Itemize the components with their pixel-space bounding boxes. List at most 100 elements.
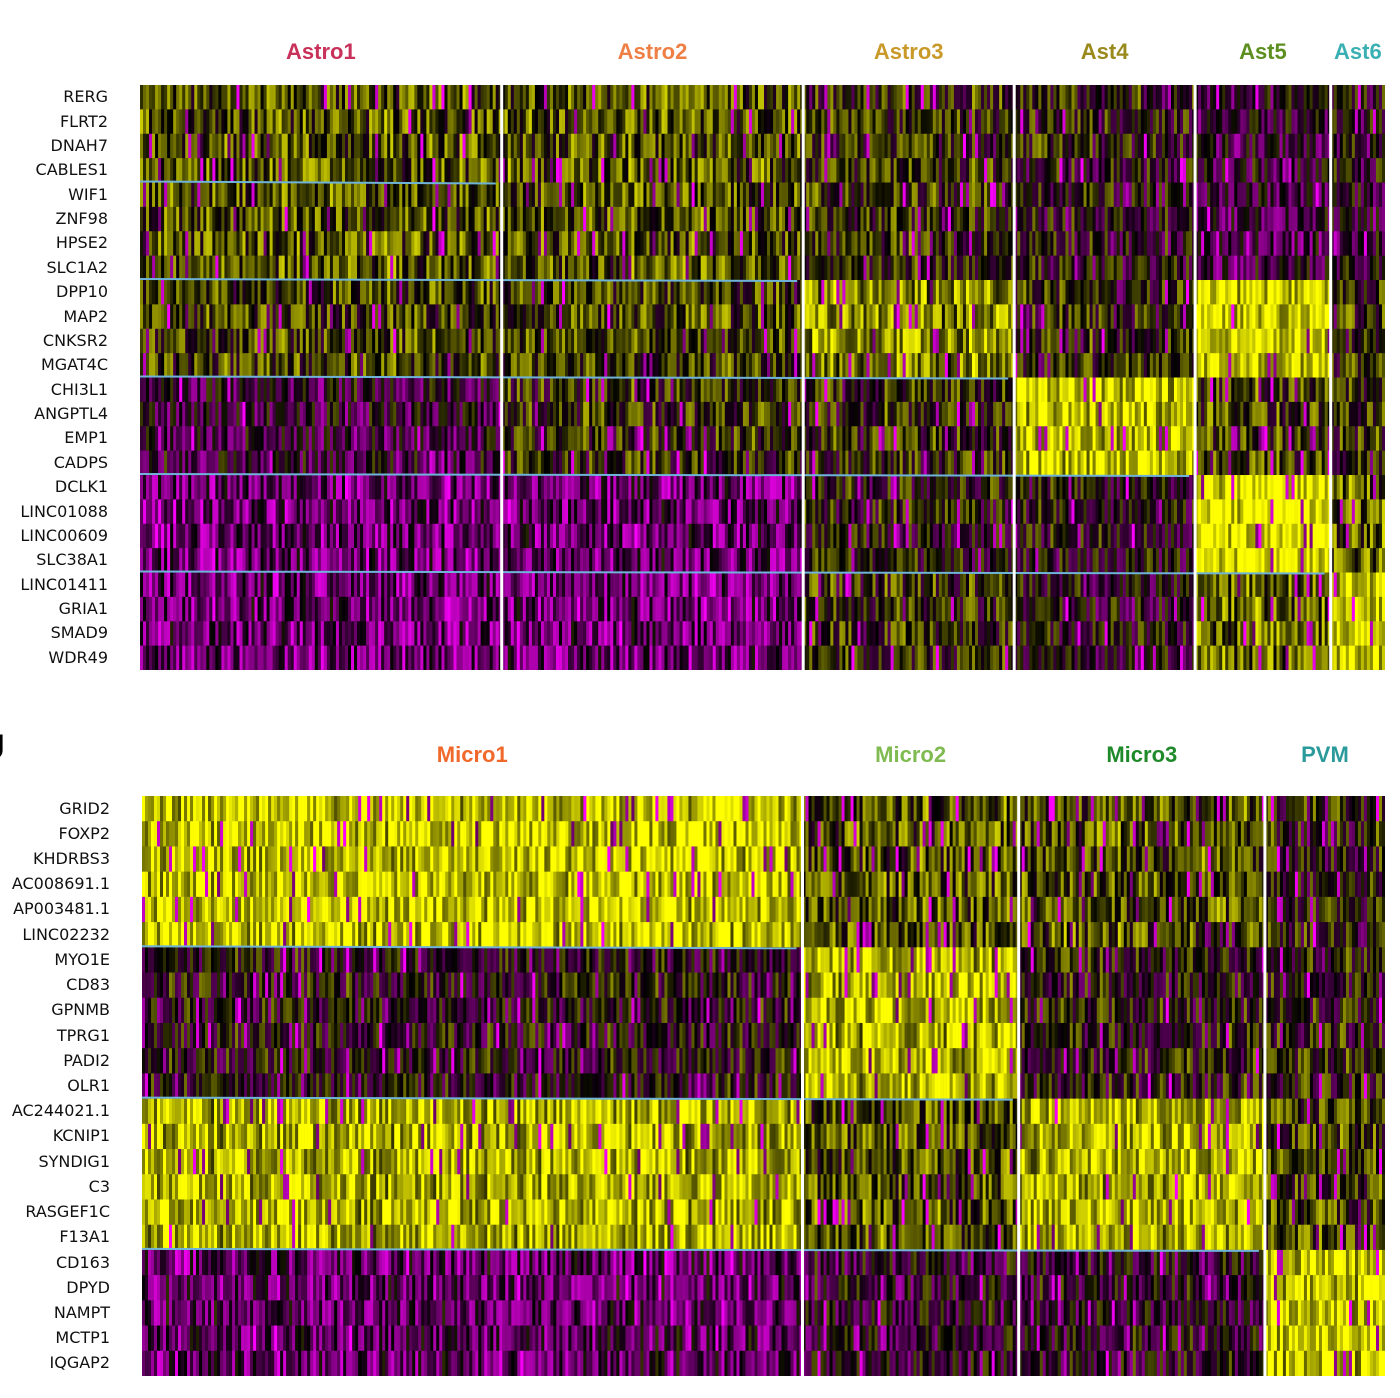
heatmap-cell [510, 255, 515, 281]
heatmap-cell [411, 548, 415, 573]
heatmap-cell [613, 523, 617, 549]
heatmap-cell [299, 133, 304, 159]
heatmap-cell [408, 109, 412, 135]
heatmap-cell [176, 450, 180, 476]
heatmap-cell [664, 109, 668, 135]
heatmap-cell [625, 328, 629, 354]
heatmap-cell [357, 548, 361, 573]
heatmap-cell [387, 304, 391, 330]
heatmap-cell [149, 328, 153, 354]
heatmap-cell [215, 401, 219, 427]
heatmap-cell [736, 426, 741, 451]
heatmap-cell [507, 304, 512, 330]
heatmap-cell [242, 304, 246, 330]
heatmap-cell [420, 596, 424, 622]
heatmap-cell [562, 328, 566, 354]
heatmap-cell [444, 523, 448, 549]
heatmap-cell [402, 548, 406, 573]
heatmap-cell [712, 304, 717, 330]
heatmap-cell [468, 328, 472, 354]
heatmap-cell [697, 401, 701, 427]
heatmap-cell [559, 133, 563, 159]
heatmap-cell [293, 548, 298, 573]
heatmap-cell [592, 158, 596, 183]
heatmap-cell [372, 231, 376, 256]
heatmap-cell [170, 182, 174, 208]
heatmap-cell [326, 596, 331, 622]
heatmap-cell [646, 548, 650, 573]
heatmap-cell [311, 353, 316, 378]
heatmap-cell [221, 596, 225, 622]
heatmap-cell [314, 206, 319, 232]
heatmap-cell [516, 426, 521, 451]
heatmap-cell [450, 353, 454, 378]
heatmap-cell [534, 304, 539, 330]
heatmap-cell [263, 109, 267, 135]
heatmap-cell [522, 85, 527, 110]
heatmap-cell [152, 255, 156, 281]
heatmap-cell [384, 596, 388, 622]
heatmap-cell [317, 426, 322, 451]
heatmap-cell [568, 158, 572, 183]
heatmap-cell [546, 133, 551, 159]
heatmap-cell [595, 182, 599, 208]
heatmap-cell [562, 523, 566, 549]
heatmap-cell [616, 304, 620, 330]
heatmap-cell [709, 401, 714, 427]
heatmap-cell [203, 377, 207, 403]
heatmap-cell [540, 572, 545, 598]
heatmap-cell [652, 426, 656, 451]
heatmap-cell [456, 328, 460, 354]
heatmap-cell [438, 645, 442, 670]
heatmap-cell [372, 377, 376, 403]
heatmap-cell [332, 499, 337, 525]
heatmap-cell [676, 645, 680, 670]
heatmap-cell [209, 206, 213, 232]
heatmap-cell [257, 304, 261, 330]
heatmap-cell [513, 206, 518, 232]
heatmap-cell [568, 231, 572, 256]
heatmap-cell [471, 158, 475, 183]
heatmap-cell [272, 548, 276, 573]
heatmap-cell [465, 401, 469, 427]
heatmap-cell [736, 133, 741, 159]
heatmap-cell [574, 548, 578, 573]
heatmap-cell [248, 353, 252, 378]
heatmap-cell [709, 596, 714, 622]
heatmap-cell [712, 158, 717, 183]
heatmap-cell [522, 206, 527, 232]
heatmap-cell [531, 426, 536, 451]
heatmap-cell [706, 548, 711, 573]
heatmap-cell [519, 158, 524, 183]
heatmap-cell [447, 621, 451, 646]
heatmap-cell [248, 158, 252, 183]
heatmap-cell [170, 645, 174, 670]
heatmap-cell [718, 401, 723, 427]
heatmap-cell [748, 499, 753, 525]
heatmap-cell [531, 377, 536, 403]
heatmap-cell [326, 353, 331, 378]
heatmap-cell [637, 255, 641, 281]
heatmap-cell [167, 450, 171, 476]
heatmap-cell [619, 426, 623, 451]
heatmap-cell [559, 401, 563, 427]
heatmap-cell [236, 206, 240, 232]
heatmap-cell [263, 401, 267, 427]
gene-label: LINC00609 [20, 525, 108, 545]
heatmap-cell [390, 475, 394, 500]
heatmap-cell [179, 109, 183, 135]
heatmap-cell [344, 377, 349, 403]
heatmap-cell [372, 499, 376, 525]
heatmap-cell [658, 206, 662, 232]
heatmap-cell [203, 523, 207, 549]
heatmap-cell [296, 328, 301, 354]
heatmap-cell [239, 621, 243, 646]
heatmap-cell [167, 109, 171, 135]
heatmap-cell [426, 621, 430, 646]
heatmap-cell [613, 621, 617, 646]
heatmap-cell [363, 328, 367, 354]
heatmap-cell [595, 231, 599, 256]
heatmap-cell [507, 109, 512, 135]
heatmap-cell [534, 645, 539, 670]
heatmap-cell [661, 475, 665, 500]
